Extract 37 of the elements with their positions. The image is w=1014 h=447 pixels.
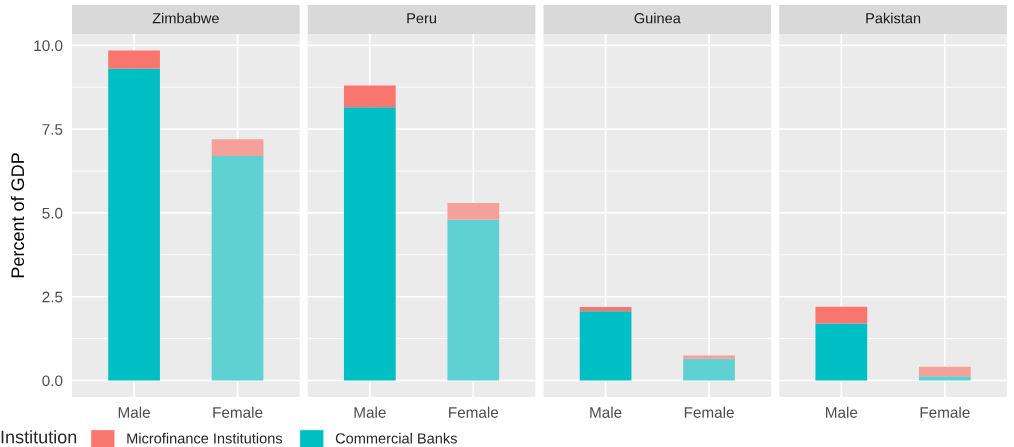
x-tick-label: Female xyxy=(213,406,263,418)
bar xyxy=(447,202,500,220)
bar xyxy=(815,323,868,381)
bar xyxy=(211,155,264,381)
chart-title: Guinea xyxy=(634,12,681,24)
bar xyxy=(815,306,868,324)
bar xyxy=(918,366,971,377)
x-tick-label: Male xyxy=(590,406,622,418)
legend-label: Microfinance Institutions xyxy=(127,432,283,444)
y-tick-label: 10.0 xyxy=(34,40,63,52)
x-tick-label: Male xyxy=(118,406,150,418)
y-tick-label: 2.5 xyxy=(42,291,63,303)
bar xyxy=(108,68,160,381)
bar xyxy=(579,311,632,381)
chart-title: Zimbabwe xyxy=(152,12,219,24)
x-tick-label: Male xyxy=(826,406,858,418)
y-tick-label: 0.0 xyxy=(42,375,63,387)
legend-title: Institution xyxy=(1,430,77,444)
legend-label: Commercial Banks xyxy=(335,432,457,444)
bar xyxy=(918,376,971,381)
bar xyxy=(108,50,160,69)
bar xyxy=(343,85,396,108)
y-axis-title: Percent of GDP xyxy=(10,153,25,278)
bar xyxy=(343,107,396,381)
y-tick-label: 5.0 xyxy=(42,207,63,219)
bar xyxy=(447,219,500,381)
chart-title: Pakistan xyxy=(866,12,921,24)
x-tick-label: Female xyxy=(684,406,734,418)
x-tick-label: Female xyxy=(920,406,970,418)
bar xyxy=(683,355,735,359)
y-tick-label: 7.5 xyxy=(42,124,63,135)
bar xyxy=(211,139,264,156)
bar xyxy=(579,307,632,312)
x-tick-label: Male xyxy=(354,406,386,418)
x-tick-label: Female xyxy=(449,406,499,418)
bar xyxy=(683,358,735,381)
chart-title: Peru xyxy=(407,13,436,24)
